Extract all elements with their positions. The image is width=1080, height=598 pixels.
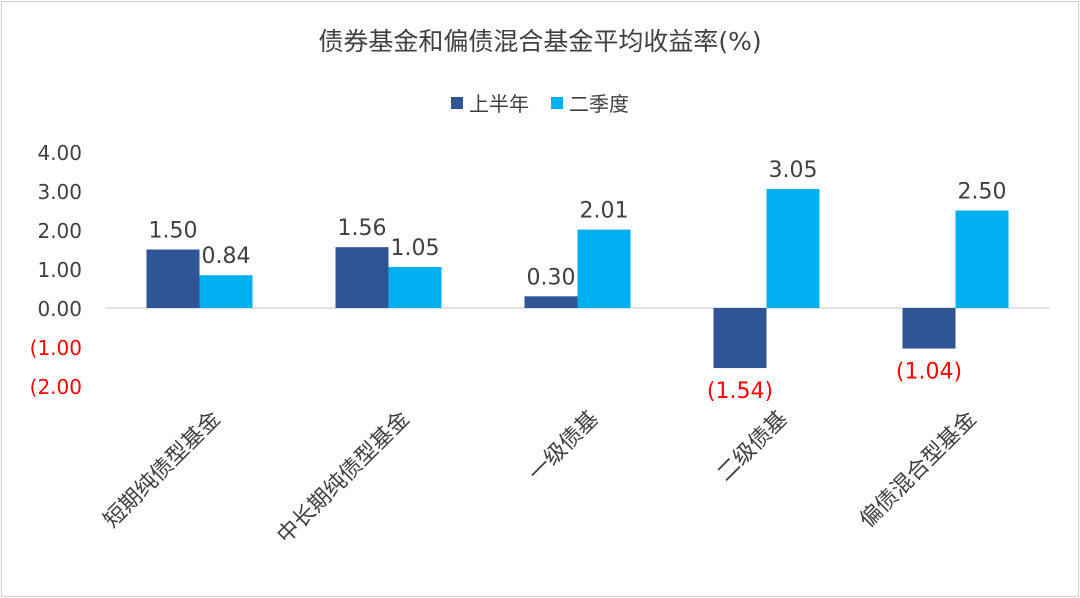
- y-tick-label: (2.00: [30, 375, 82, 399]
- data-label: (1.54): [707, 379, 773, 404]
- bar-series-2: [199, 275, 253, 308]
- chart-title: 债券基金和偏债混合基金平均收益率(%): [318, 27, 762, 56]
- data-label: 1.50: [149, 219, 198, 244]
- bar-series-2: [577, 229, 631, 308]
- y-tick-label: 2.00: [37, 219, 82, 243]
- chart-legend: 上半年 二季度: [0, 88, 1080, 117]
- data-label: 2.50: [958, 180, 1007, 205]
- data-label: 3.05: [769, 158, 818, 183]
- legend-item-series-2: 二季度: [551, 88, 629, 117]
- y-tick-label: 0.00: [37, 297, 82, 321]
- legend-swatch-series-2: [551, 96, 563, 109]
- data-label: 2.01: [580, 199, 629, 224]
- category-label: 中长期纯债型基金: [273, 407, 415, 549]
- data-label: 0.84: [202, 244, 251, 269]
- legend-label-series-1: 上半年: [469, 92, 529, 116]
- bar-series-1: [146, 249, 200, 308]
- category-label: 偏债混合型基金: [855, 407, 982, 534]
- bar-series-1: [335, 247, 389, 308]
- data-label: 1.05: [391, 236, 440, 261]
- bar-series-1: [713, 308, 767, 369]
- y-tick-label: (1.00: [30, 336, 82, 360]
- bar-series-1: [524, 296, 578, 308]
- bar-series-2: [766, 189, 820, 308]
- category-label: 短期纯债型基金: [99, 407, 226, 534]
- category-label: 一级债基: [524, 407, 604, 487]
- bar-series-2: [388, 267, 442, 308]
- y-tick-label: 4.00: [37, 141, 82, 165]
- data-label: 1.56: [338, 216, 387, 241]
- legend-swatch-series-1: [451, 96, 463, 109]
- bar-series-2: [955, 210, 1009, 308]
- data-label: 0.30: [527, 265, 576, 290]
- category-label: 二级债基: [713, 407, 793, 487]
- y-tick-label: 1.00: [37, 258, 82, 282]
- bar-series-1: [902, 308, 956, 349]
- data-label: (1.04): [896, 360, 962, 385]
- legend-item-series-1: 上半年: [451, 88, 529, 117]
- legend-label-series-2: 二季度: [569, 92, 629, 116]
- y-tick-label: 3.00: [37, 180, 82, 204]
